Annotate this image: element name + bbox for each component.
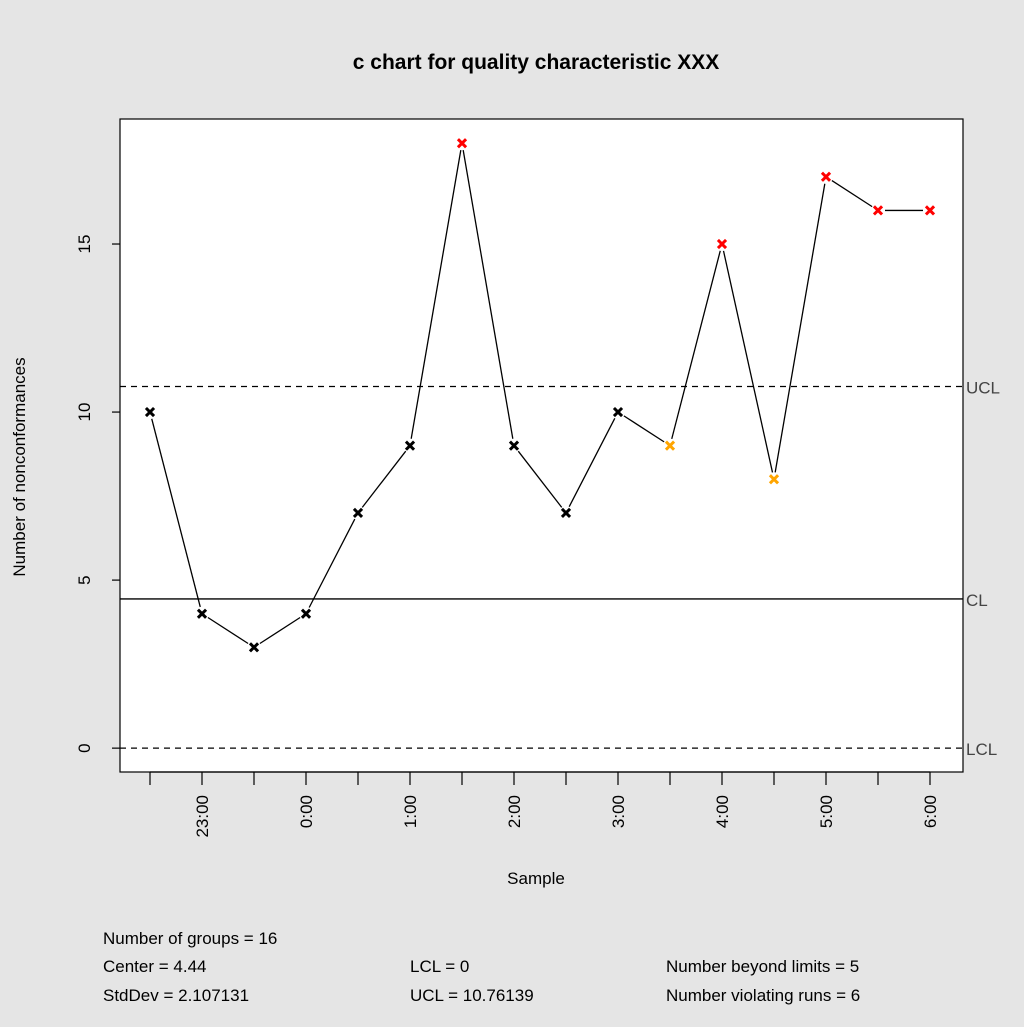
data-point xyxy=(664,440,676,451)
summary-center: Center = 4.44 xyxy=(103,957,207,976)
summary-runs: Number violating runs = 6 xyxy=(666,986,860,1005)
data-point xyxy=(404,440,416,451)
data-point xyxy=(612,406,624,418)
series-segment xyxy=(410,149,462,439)
data-point xyxy=(300,608,312,619)
series-segment xyxy=(517,450,563,508)
y-tick-label: 0 xyxy=(75,743,94,752)
series-segment xyxy=(151,418,201,608)
summary-ucl: UCL = 10.76139 xyxy=(410,986,534,1005)
data-point xyxy=(560,507,572,519)
x-tick-label: 23:00 xyxy=(193,795,212,838)
x-tick-label: 5:00 xyxy=(817,795,836,828)
plot-area xyxy=(119,118,964,773)
summary-groups: Number of groups = 16 xyxy=(103,929,277,948)
data-point xyxy=(352,507,364,519)
y-tick-label: 5 xyxy=(75,575,94,584)
summary-stddev: StdDev = 2.107131 xyxy=(103,986,249,1005)
summary-lcl: LCL = 0 xyxy=(410,957,469,976)
data-point xyxy=(508,440,520,451)
data-point xyxy=(144,406,156,418)
data-point xyxy=(924,205,936,216)
x-tick-label: 4:00 xyxy=(713,795,732,828)
y-tick-label: 15 xyxy=(75,235,94,254)
data-point xyxy=(820,171,832,182)
x-axis-label: Sample xyxy=(507,869,565,888)
data-point xyxy=(768,474,780,485)
chart-title: c chart for quality characteristic XXX xyxy=(353,51,719,74)
data-point xyxy=(716,238,728,250)
x-tick-label: 0:00 xyxy=(297,795,316,828)
x-tick-label: 6:00 xyxy=(921,795,940,828)
data-point xyxy=(248,642,260,653)
series-segment xyxy=(831,180,873,208)
data-point xyxy=(872,205,884,216)
x-tick-label: 1:00 xyxy=(401,795,420,828)
data-point xyxy=(456,138,468,149)
series-segment xyxy=(308,518,356,608)
series-segment xyxy=(207,616,249,645)
limit-label-ucl: UCL xyxy=(966,378,1000,397)
x-tick-label: 2:00 xyxy=(505,795,524,828)
series-segment xyxy=(259,616,301,645)
series-segment xyxy=(568,417,616,507)
x-tick-label: 3:00 xyxy=(609,795,628,828)
summary: Number of groups = 16 Center = 4.44 StdD… xyxy=(103,929,860,1005)
y-tick-label: 10 xyxy=(75,403,94,422)
series-segment xyxy=(462,149,514,439)
series-segment xyxy=(774,183,826,473)
series-segment xyxy=(361,450,407,508)
limit-label-lcl: LCL xyxy=(966,740,997,759)
data-point xyxy=(196,608,208,619)
y-axis-label: Number of nonconformances xyxy=(10,357,29,576)
series-segment xyxy=(623,415,665,443)
summary-beyond: Number beyond limits = 5 xyxy=(666,957,859,976)
limit-label-cl: CL xyxy=(966,591,988,610)
series-segment xyxy=(722,250,774,473)
series-segment xyxy=(671,250,721,440)
